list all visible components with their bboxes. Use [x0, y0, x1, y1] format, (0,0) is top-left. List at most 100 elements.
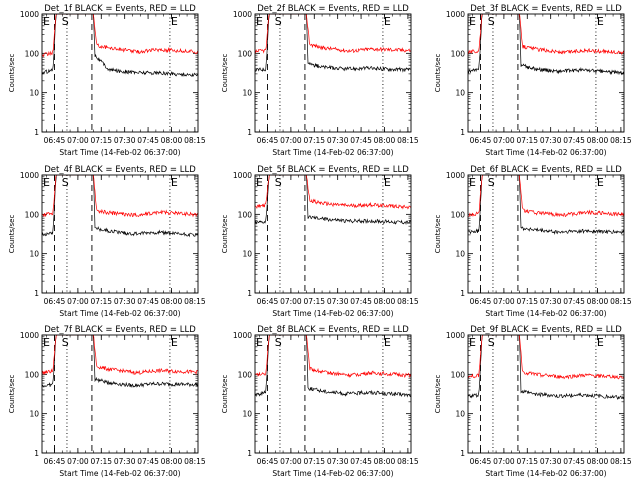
x-tick-label: 07:15	[303, 297, 325, 306]
x-tick-label: 07:45	[137, 297, 159, 306]
y-tick-label: 100	[451, 370, 466, 379]
x-tick-label: 06:45	[44, 297, 66, 306]
x-tick-label: 08:00	[374, 297, 396, 306]
x-tick-label: 07:30	[114, 457, 136, 466]
x-axis-label: Start Time (14-Feb-02 06:37:00)	[59, 148, 180, 157]
x-tick-label: 07:15	[90, 297, 112, 306]
x-tick-label: 07:00	[280, 297, 302, 306]
x-tick-label: 08:15	[397, 136, 419, 145]
event-letter-marker: S	[62, 176, 69, 189]
x-tick-label: 07:45	[137, 457, 159, 466]
x-tick-label: 08:00	[374, 457, 396, 466]
x-tick-label: 08:00	[161, 297, 183, 306]
x-tick-label: 08:15	[184, 297, 206, 306]
x-tick-label: 07:30	[114, 136, 136, 145]
lld-series-line	[468, 14, 624, 55]
x-tick-label: 08:15	[610, 297, 632, 306]
x-tick-label: 07:00	[67, 457, 89, 466]
y-axis-label: Counts/sec	[221, 375, 229, 414]
y-tick-label: 10	[29, 89, 39, 98]
y-tick-label: 1000	[446, 331, 465, 340]
event-letter-marker: S	[488, 176, 495, 189]
x-tick-label: 08:15	[397, 297, 419, 306]
detector-panel: Det_1f BLACK = Events, RED = LLD Counts/s…	[8, 4, 206, 157]
x-axis-label: Start Time (14-Feb-02 06:37:00)	[272, 148, 393, 157]
y-tick-label: 100	[451, 49, 466, 58]
x-tick-label: 07:15	[516, 457, 538, 466]
y-tick-label: 1	[460, 289, 465, 298]
x-tick-label: 08:00	[587, 136, 609, 145]
event-letter-marker: S	[488, 336, 495, 349]
x-tick-label: 07:00	[280, 457, 302, 466]
plot-frame	[41, 174, 199, 294]
x-tick-label: 06:45	[257, 457, 279, 466]
y-tick-label: 1000	[20, 171, 39, 180]
detector-panel: Det_3f BLACK = Events, RED = LLD Counts/s…	[434, 4, 632, 157]
y-tick-label: 10	[29, 250, 39, 259]
event-letter-marker: S	[275, 15, 282, 28]
events-series-line	[468, 335, 624, 401]
y-tick-label: 100	[25, 370, 40, 379]
x-tick-label: 07:00	[493, 136, 515, 145]
y-axis-label: Counts/sec	[8, 54, 16, 93]
events-series-line	[255, 335, 411, 398]
x-tick-label: 07:00	[493, 457, 515, 466]
event-letter-marker: E	[469, 336, 476, 349]
x-axis-label: Start Time (14-Feb-02 06:37:00)	[485, 469, 606, 478]
x-tick-label: 07:15	[90, 136, 112, 145]
chart-title: Det_2f BLACK = Events, RED = LLD	[257, 4, 409, 14]
x-tick-label: 08:15	[184, 457, 206, 466]
y-tick-label: 1	[247, 449, 252, 458]
y-tick-label: 1000	[446, 171, 465, 180]
y-tick-label: 1	[247, 289, 252, 298]
x-tick-label: 08:00	[587, 457, 609, 466]
event-letter-marker: E	[597, 15, 604, 28]
y-tick-label: 1	[460, 449, 465, 458]
event-letter-marker: E	[171, 15, 178, 28]
lld-series-line	[42, 14, 198, 58]
x-axis-label: Start Time (14-Feb-02 06:37:00)	[272, 469, 393, 478]
y-tick-label: 100	[25, 210, 40, 219]
event-letter-marker: E	[384, 336, 391, 349]
event-letter-marker: E	[384, 176, 391, 189]
y-tick-label: 1000	[20, 331, 39, 340]
x-axis-label: Start Time (14-Feb-02 06:37:00)	[59, 309, 180, 318]
x-tick-label: 07:30	[327, 457, 349, 466]
chart-title: Det_8f BLACK = Events, RED = LLD	[257, 325, 409, 335]
chart-title: Det_3f BLACK = Events, RED = LLD	[470, 4, 622, 14]
y-axis-label: Counts/sec	[8, 375, 16, 414]
x-tick-label: 08:15	[610, 136, 632, 145]
x-tick-label: 08:15	[610, 457, 632, 466]
event-letter-marker: E	[171, 176, 178, 189]
x-tick-label: 08:15	[184, 136, 206, 145]
y-tick-label: 1	[247, 128, 252, 137]
detector-panel: Det_9f BLACK = Events, RED = LLD Counts/s…	[434, 325, 632, 478]
event-letter-marker: S	[488, 15, 495, 28]
chart-title: Det_7f BLACK = Events, RED = LLD	[44, 325, 196, 335]
x-tick-label: 08:00	[374, 136, 396, 145]
event-letter-marker: S	[275, 176, 282, 189]
event-letter-marker: E	[256, 336, 263, 349]
x-tick-label: 07:15	[303, 136, 325, 145]
x-tick-label: 07:15	[303, 457, 325, 466]
y-tick-label: 100	[238, 370, 253, 379]
y-axis-label: Counts/sec	[221, 54, 229, 93]
x-tick-label: 07:45	[563, 136, 585, 145]
events-series-line	[468, 14, 624, 76]
chart-title: Det_5f BLACK = Events, RED = LLD	[257, 165, 409, 175]
lld-series-line	[468, 175, 624, 218]
x-tick-label: 07:00	[280, 136, 302, 145]
chart-title: Det_6f BLACK = Events, RED = LLD	[470, 165, 622, 175]
x-tick-label: 07:30	[327, 297, 349, 306]
x-tick-label: 07:30	[540, 457, 562, 466]
event-letter-marker: E	[597, 176, 604, 189]
x-tick-label: 07:45	[137, 136, 159, 145]
y-tick-label: 10	[242, 250, 252, 259]
lld-series-line	[255, 175, 411, 210]
y-tick-label: 10	[455, 250, 465, 259]
x-tick-label: 07:00	[67, 297, 89, 306]
event-letter-marker: E	[597, 336, 604, 349]
chart-title: Det_4f BLACK = Events, RED = LLD	[44, 165, 196, 175]
plot-frame	[467, 13, 625, 133]
